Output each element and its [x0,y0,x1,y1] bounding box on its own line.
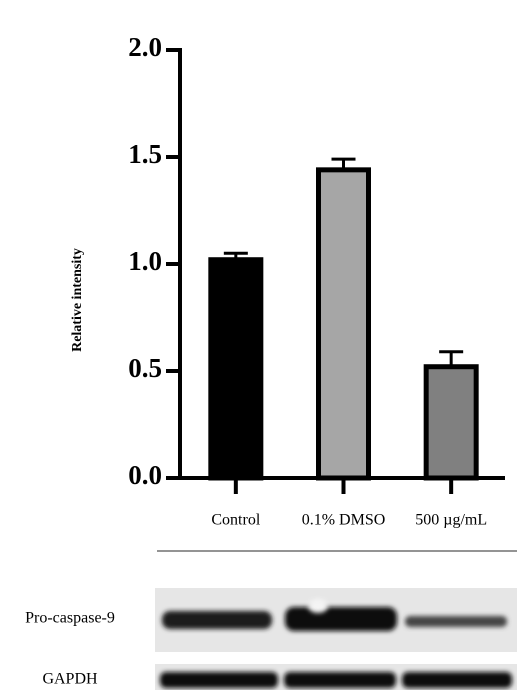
x-tick-label: 0.1% DMSO [302,512,386,529]
y-tick-label: 1.0 [128,246,162,276]
blot-band [402,672,512,688]
blot-artifact [308,599,328,613]
blot-label: Pro-caspase-9 [25,610,115,627]
bar [319,170,369,478]
page: Relative intensity Pro-caspase-9 GAPDH 0… [0,0,531,690]
blot-band [285,607,397,631]
y-tick-label: 0.5 [128,353,162,383]
bar [211,260,261,478]
y-axis-label: Relative intensity [70,248,85,352]
y-tick-label: 2.0 [128,32,162,62]
y-tick-label: 1.5 [128,139,162,169]
x-tick-label: 500 µg/mL [415,512,487,529]
figure: Relative intensity Pro-caspase-9 GAPDH 0… [0,0,531,690]
blot-band [284,672,396,688]
blot-bands [160,672,512,688]
blot-band [405,616,507,627]
y-tick-label: 0.0 [128,460,162,490]
blot-band [162,611,272,629]
x-tick-label: Control [211,512,260,529]
blot-band [160,672,278,688]
blot-label: GAPDH [42,671,98,688]
bar [426,367,476,478]
